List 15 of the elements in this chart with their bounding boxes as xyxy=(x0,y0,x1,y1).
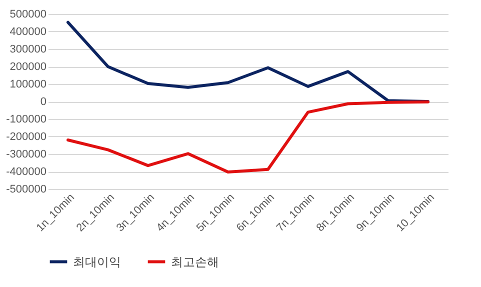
y-tick-label: 200000 xyxy=(10,61,46,73)
line-series xyxy=(66,100,430,174)
y-tick-label: 500000 xyxy=(10,8,46,20)
y-tick-label: 100000 xyxy=(10,78,46,90)
y-tick-label: -300000 xyxy=(6,148,46,160)
y-tick-label: -200000 xyxy=(6,131,46,143)
y-tick-label: -100000 xyxy=(6,114,46,126)
y-tick-label: -500000 xyxy=(6,184,46,196)
y-tick-label: 0 xyxy=(40,96,46,108)
y-tick-label: 400000 xyxy=(10,26,46,38)
legend-label: 최고손해 xyxy=(171,254,219,269)
y-tick-label: -400000 xyxy=(6,166,46,178)
legend-label: 최대이익 xyxy=(73,254,121,269)
line-series xyxy=(66,20,430,103)
y-tick-label: 300000 xyxy=(10,44,46,56)
